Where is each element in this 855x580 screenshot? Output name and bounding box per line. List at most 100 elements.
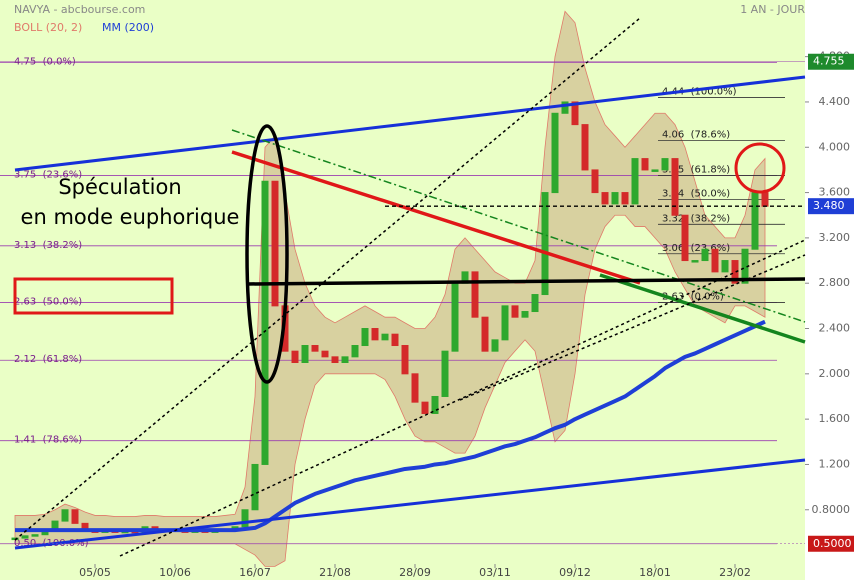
fib-label: 3.06 (23.6%) bbox=[662, 243, 730, 254]
fib-label: 3.32 (38.2%) bbox=[662, 213, 730, 224]
legend-entry: BOLL (20, 2) bbox=[14, 21, 82, 34]
x-tick-label: 10/06 bbox=[159, 566, 191, 579]
candle bbox=[301, 345, 309, 363]
x-tick-label: 23/02 bbox=[719, 566, 751, 579]
candle bbox=[341, 356, 349, 363]
candle bbox=[521, 311, 529, 318]
price-tag bbox=[808, 535, 854, 552]
fib-label: 1.41 (78.6%) bbox=[14, 435, 82, 446]
plot-background bbox=[0, 0, 805, 580]
candle bbox=[251, 463, 259, 511]
price-tag-label: 3.480 bbox=[813, 199, 845, 212]
y-tick-label: 1.200 bbox=[819, 457, 851, 470]
fib-label: 3.75 (61.8%) bbox=[662, 165, 730, 176]
candle bbox=[541, 192, 549, 296]
fib-label: 3.75 (23.6%) bbox=[14, 170, 82, 181]
price-tag bbox=[808, 198, 854, 215]
x-tick-label: 03/11 bbox=[479, 566, 511, 579]
trend-line bbox=[14, 458, 806, 550]
y-tick-label: 3.600 bbox=[819, 186, 851, 199]
candle bbox=[441, 350, 449, 397]
candle bbox=[451, 282, 459, 352]
candle bbox=[361, 328, 369, 347]
candle bbox=[261, 180, 269, 465]
price-tag bbox=[808, 53, 854, 70]
trend-line bbox=[459, 254, 806, 401]
candle bbox=[681, 214, 689, 262]
candle bbox=[501, 305, 509, 341]
trend-line bbox=[231, 150, 641, 285]
y-tick-label: 2.000 bbox=[819, 367, 851, 380]
fib-label: 2.63 (0.0%) bbox=[662, 291, 724, 302]
moving-average bbox=[15, 319, 766, 533]
candle bbox=[611, 192, 619, 205]
candle bbox=[31, 534, 39, 537]
annotation: Spéculation bbox=[58, 175, 181, 199]
candle bbox=[431, 395, 439, 414]
price-tag-label: 0.5000 bbox=[813, 537, 852, 550]
y-tick-label: 4.400 bbox=[819, 95, 851, 108]
x-tick-label: 21/08 bbox=[319, 566, 351, 579]
candle bbox=[671, 158, 679, 216]
fib-label: 2.12 (61.8%) bbox=[14, 354, 82, 365]
highlight-circle bbox=[734, 142, 786, 194]
candle bbox=[621, 192, 629, 205]
trend-lines bbox=[13, 17, 806, 557]
candle bbox=[241, 509, 249, 528]
highlight-ellipse bbox=[245, 124, 289, 384]
fib-label: 4.06 (78.6%) bbox=[662, 129, 730, 140]
y-tick-label: 1.600 bbox=[819, 412, 851, 425]
trend-line bbox=[14, 17, 641, 541]
candle bbox=[321, 350, 329, 358]
candle bbox=[71, 509, 79, 524]
x-tick-label: 09/12 bbox=[559, 566, 591, 579]
candle bbox=[601, 192, 609, 205]
highlight-box bbox=[13, 277, 174, 315]
candle bbox=[551, 112, 559, 194]
candle bbox=[561, 101, 569, 114]
candle bbox=[731, 260, 739, 284]
candle bbox=[391, 333, 399, 347]
candle bbox=[401, 345, 409, 375]
x-tick-label: 16/07 bbox=[239, 566, 271, 579]
candle bbox=[411, 373, 419, 403]
y-tick-label: 2.800 bbox=[819, 276, 851, 289]
candle bbox=[351, 345, 359, 358]
candle bbox=[381, 333, 389, 341]
legend-entry: MM (200) bbox=[102, 21, 154, 34]
candle bbox=[61, 509, 69, 522]
candle bbox=[701, 248, 709, 262]
candle bbox=[21, 535, 29, 539]
fib-label: 2.63 (50.0%) bbox=[14, 296, 82, 307]
annotation: en mode euphorique bbox=[21, 205, 240, 229]
candle bbox=[641, 158, 649, 171]
y-tick-label: 2.400 bbox=[819, 322, 851, 335]
candle bbox=[481, 316, 489, 352]
fib-label: 3.13 (38.2%) bbox=[14, 240, 82, 251]
price-tag-label: 4.755 bbox=[813, 55, 845, 68]
candle bbox=[471, 271, 479, 318]
candle bbox=[331, 356, 339, 363]
trend-line bbox=[14, 75, 806, 172]
bollinger-band bbox=[14, 10, 766, 567]
candle bbox=[271, 180, 279, 307]
candle bbox=[661, 158, 669, 171]
candle bbox=[291, 350, 299, 363]
candle bbox=[511, 305, 519, 318]
x-tick-label: 28/09 bbox=[399, 566, 431, 579]
candle bbox=[591, 169, 599, 194]
candle bbox=[691, 260, 699, 263]
trend-line bbox=[247, 277, 806, 286]
y-tick-label: 4.000 bbox=[819, 140, 851, 153]
candle bbox=[761, 192, 769, 207]
candle bbox=[371, 328, 379, 341]
candle bbox=[311, 345, 319, 352]
x-tick-label: 18/01 bbox=[639, 566, 671, 579]
x-tick-label: 05/05 bbox=[79, 566, 111, 579]
y-tick-label: 0.8000 bbox=[812, 503, 851, 516]
candle bbox=[711, 248, 719, 273]
candle bbox=[571, 101, 579, 126]
candle bbox=[491, 339, 499, 352]
candle bbox=[751, 192, 759, 250]
